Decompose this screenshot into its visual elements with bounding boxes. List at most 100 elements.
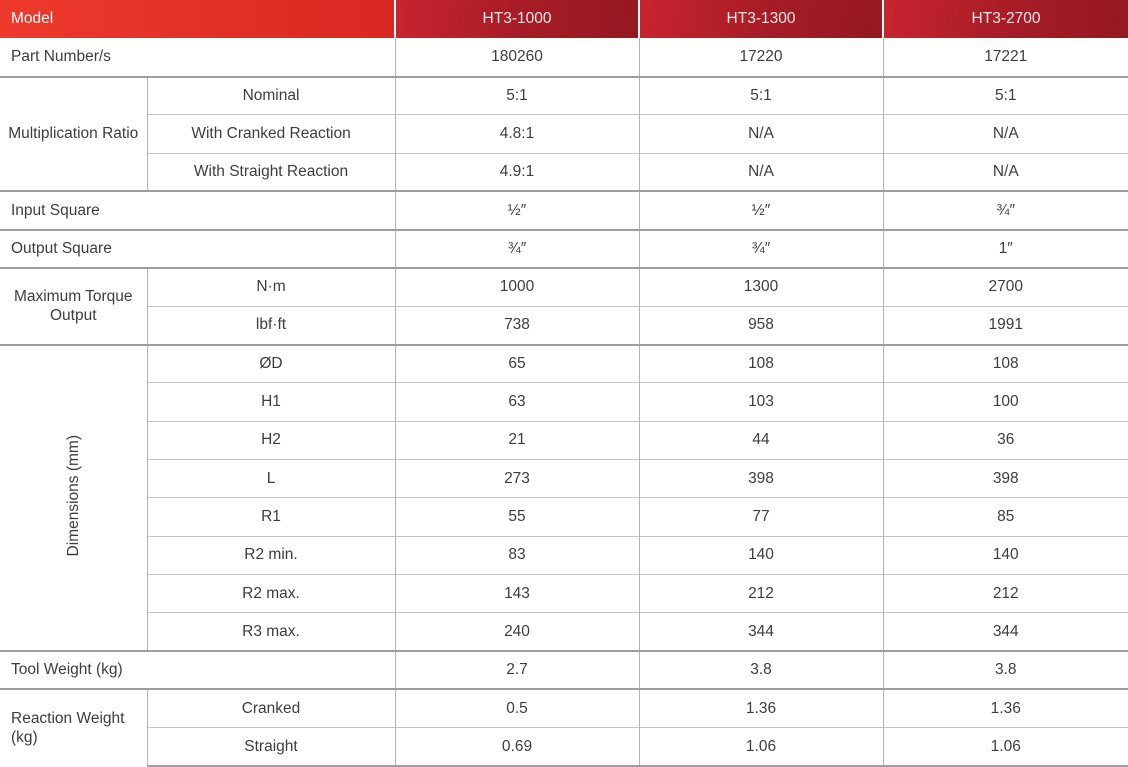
dimensions-row-r2min: R2 min. 83 140 140 bbox=[0, 535, 1128, 575]
max-torque-row-lbfft: lbf·ft 738 958 1991 bbox=[0, 305, 1128, 345]
spec-row-label: Output Square bbox=[0, 228, 395, 269]
spec-value-cell: 83 bbox=[394, 535, 639, 575]
spec-value-cell: 44 bbox=[638, 420, 883, 460]
spec-value-cell: 1300 bbox=[638, 267, 883, 307]
model-column-header-ht3-2700: HT3-2700 bbox=[883, 0, 1128, 39]
spec-sub-label: R3 max. bbox=[146, 612, 395, 652]
spec-group-label: Multiplication Ratio bbox=[0, 75, 147, 192]
part-number-row: Part Number/s 180260 17220 17221 bbox=[0, 38, 1128, 77]
output-square-row: Output Square ¾″ ¾″ 1″ bbox=[0, 228, 1128, 269]
spec-value-cell: 55 bbox=[394, 497, 639, 537]
multiplication-ratio-row-nominal: Multiplication Ratio Nominal 5:1 5:1 5:1 bbox=[0, 75, 1128, 192]
spec-value-cell: 65 bbox=[394, 343, 639, 383]
spec-value-cell: 344 bbox=[638, 612, 883, 652]
dimensions-row-r1: R1 55 77 85 bbox=[0, 497, 1128, 537]
spec-sub-label: H1 bbox=[146, 382, 395, 422]
spec-sub-label: N·m bbox=[146, 267, 395, 307]
spec-value-cell: N/A bbox=[882, 152, 1128, 192]
input-square-row: Input Square ½″ ½″ ¾″ bbox=[0, 190, 1128, 230]
spec-value-cell: 212 bbox=[882, 573, 1128, 613]
spec-value-cell: 140 bbox=[638, 535, 883, 575]
spec-value-cell: 77 bbox=[638, 497, 883, 537]
spec-group-label: Reaction Weight (kg) bbox=[0, 688, 147, 766]
spec-value-cell: 1.06 bbox=[882, 727, 1128, 767]
dimensions-row-l: L 273 398 398 bbox=[0, 459, 1128, 498]
spec-value-cell: 2.7 bbox=[394, 650, 639, 690]
spec-sub-label: R2 max. bbox=[146, 573, 395, 613]
spec-row-label: Tool Weight (kg) bbox=[0, 650, 395, 690]
spec-value-cell: 0.69 bbox=[394, 727, 639, 767]
spec-value-cell: 108 bbox=[638, 343, 883, 383]
dimensions-row-h1: H1 63 103 100 bbox=[0, 382, 1128, 422]
spec-sub-label: Cranked bbox=[146, 688, 395, 728]
spec-value-cell: N/A bbox=[638, 152, 883, 192]
reaction-weight-row-straight: Straight 0.69 1.06 1.06 bbox=[0, 727, 1128, 767]
model-column-header-ht3-1300: HT3-1300 bbox=[639, 0, 884, 39]
spec-value-cell: 4.9:1 bbox=[394, 152, 639, 192]
spec-value-cell: ¾″ bbox=[882, 190, 1128, 230]
spec-value-cell: 3.8 bbox=[882, 650, 1128, 690]
spec-value-cell: 1.36 bbox=[882, 688, 1128, 728]
spec-sub-label: R1 bbox=[146, 497, 395, 537]
spec-sub-label: L bbox=[146, 459, 395, 498]
spec-value-cell: 140 bbox=[882, 535, 1128, 575]
spec-sub-label: lbf·ft bbox=[146, 305, 395, 345]
spec-group-label: Maximum Torque Output bbox=[0, 267, 147, 345]
spec-sub-label: H2 bbox=[146, 420, 395, 460]
spec-value-cell: 5:1 bbox=[882, 75, 1128, 115]
spec-value-cell: 212 bbox=[638, 573, 883, 613]
dimensions-row-r3max: R3 max. 240 344 344 bbox=[0, 612, 1128, 652]
spec-sub-label: Nominal bbox=[146, 75, 395, 115]
spec-value-cell: 5:1 bbox=[638, 75, 883, 115]
multiplication-ratio-row-cranked: With Cranked Reaction 4.8:1 N/A N/A bbox=[0, 114, 1128, 154]
max-torque-row-nm: Maximum Torque Output N·m 1000 1300 2700 bbox=[0, 267, 1128, 345]
spec-sub-label: ØD bbox=[146, 343, 395, 383]
spec-value-cell: 5:1 bbox=[394, 75, 639, 115]
spec-group-label-dimensions: Dimensions (mm) bbox=[0, 343, 147, 652]
spec-sub-label: With Cranked Reaction bbox=[146, 114, 395, 154]
spec-value-cell: 398 bbox=[638, 459, 883, 498]
spec-value-cell: 3.8 bbox=[638, 650, 883, 690]
spec-value-cell: 344 bbox=[882, 612, 1128, 652]
model-column-header-ht3-1000: HT3-1000 bbox=[395, 0, 640, 39]
model-header: Model bbox=[0, 0, 396, 39]
spec-value-cell: 398 bbox=[882, 459, 1128, 498]
spec-sub-label: Straight bbox=[146, 727, 395, 767]
spec-value-cell: 738 bbox=[394, 305, 639, 345]
dimensions-label: Dimensions (mm) bbox=[64, 434, 82, 557]
spec-value-cell: 4.8:1 bbox=[394, 114, 639, 154]
spec-value-cell: 1.06 bbox=[638, 727, 883, 767]
spec-value-cell: 2700 bbox=[882, 267, 1128, 307]
spec-value-cell: 1.36 bbox=[638, 688, 883, 728]
spec-value-cell: 240 bbox=[394, 612, 639, 652]
spec-value-cell: 1000 bbox=[394, 267, 639, 307]
spec-row-label: Input Square bbox=[0, 190, 395, 230]
spec-value-cell: 17221 bbox=[882, 38, 1128, 77]
header-row: Model HT3-1000 HT3-1300 HT3-2700 bbox=[0, 0, 1128, 39]
spec-value-cell: 63 bbox=[394, 382, 639, 422]
spec-value-cell: 273 bbox=[394, 459, 639, 498]
spec-value-cell: ¾″ bbox=[394, 228, 639, 269]
dimensions-row-h2: H2 21 44 36 bbox=[0, 420, 1128, 460]
spec-value-cell: 108 bbox=[882, 343, 1128, 383]
spec-value-cell: 0.5 bbox=[394, 688, 639, 728]
spec-sub-label: With Straight Reaction bbox=[146, 152, 395, 192]
spec-value-cell: 103 bbox=[638, 382, 883, 422]
tool-weight-row: Tool Weight (kg) 2.7 3.8 3.8 bbox=[0, 650, 1128, 690]
dimensions-row-od: Dimensions (mm) ØD 65 108 108 bbox=[0, 343, 1128, 652]
spec-value-cell: 21 bbox=[394, 420, 639, 460]
spec-value-cell: ½″ bbox=[394, 190, 639, 230]
multiplication-ratio-row-straight: With Straight Reaction 4.9:1 N/A N/A bbox=[0, 152, 1128, 192]
spec-row-label: Part Number/s bbox=[11, 47, 111, 65]
spec-value-cell: 180260 bbox=[394, 38, 639, 77]
spec-value-cell: ¾″ bbox=[638, 228, 883, 269]
spec-value-cell: 85 bbox=[882, 497, 1128, 537]
spec-value-cell: N/A bbox=[882, 114, 1128, 154]
spec-sub-label: R2 min. bbox=[146, 535, 395, 575]
spec-value-cell: ½″ bbox=[638, 190, 883, 230]
spec-value-cell: 1″ bbox=[882, 228, 1128, 269]
dimensions-row-r2max: R2 max. 143 212 212 bbox=[0, 573, 1128, 613]
spec-value-cell: 36 bbox=[882, 420, 1128, 460]
reaction-weight-row-cranked: Reaction Weight (kg) Cranked 0.5 1.36 1.… bbox=[0, 688, 1128, 766]
